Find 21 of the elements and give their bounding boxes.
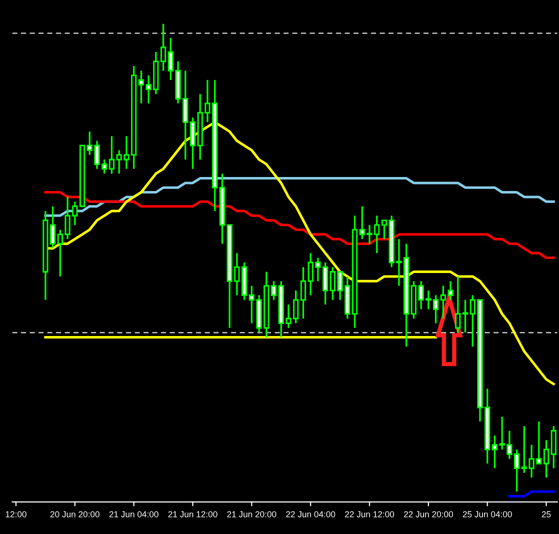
candlestick: [462, 299, 468, 334]
candlestick: [190, 116, 196, 170]
x-tick-label: 12:00: [6, 511, 26, 518]
x-tick-label: 20 Jun 20:00: [50, 511, 100, 518]
candlestick: [300, 266, 306, 320]
candlestick: [270, 280, 277, 301]
x-tick-label: 25 Jun 04:00: [462, 511, 512, 518]
x-tick-label: 21 Jun 04:00: [109, 511, 158, 518]
x-tick-label: 25: [542, 511, 551, 518]
candlestick: [492, 434, 498, 470]
candlestick: [550, 425, 556, 470]
x-tick-label: 22 Jun 04:00: [286, 511, 336, 518]
x-tick-label: 22 Jun 20:00: [404, 511, 453, 518]
candlestick: [455, 276, 461, 334]
candlestick: [160, 23, 166, 72]
x-tick-label: 21 Jun 20:00: [227, 511, 276, 518]
x-tick-label: 22 Jun 12:00: [345, 511, 394, 518]
candlestick: [381, 220, 388, 240]
candlestick: [543, 439, 550, 478]
candlestick: [108, 135, 115, 174]
x-tick-label: 21 Jun 12:00: [168, 511, 218, 518]
